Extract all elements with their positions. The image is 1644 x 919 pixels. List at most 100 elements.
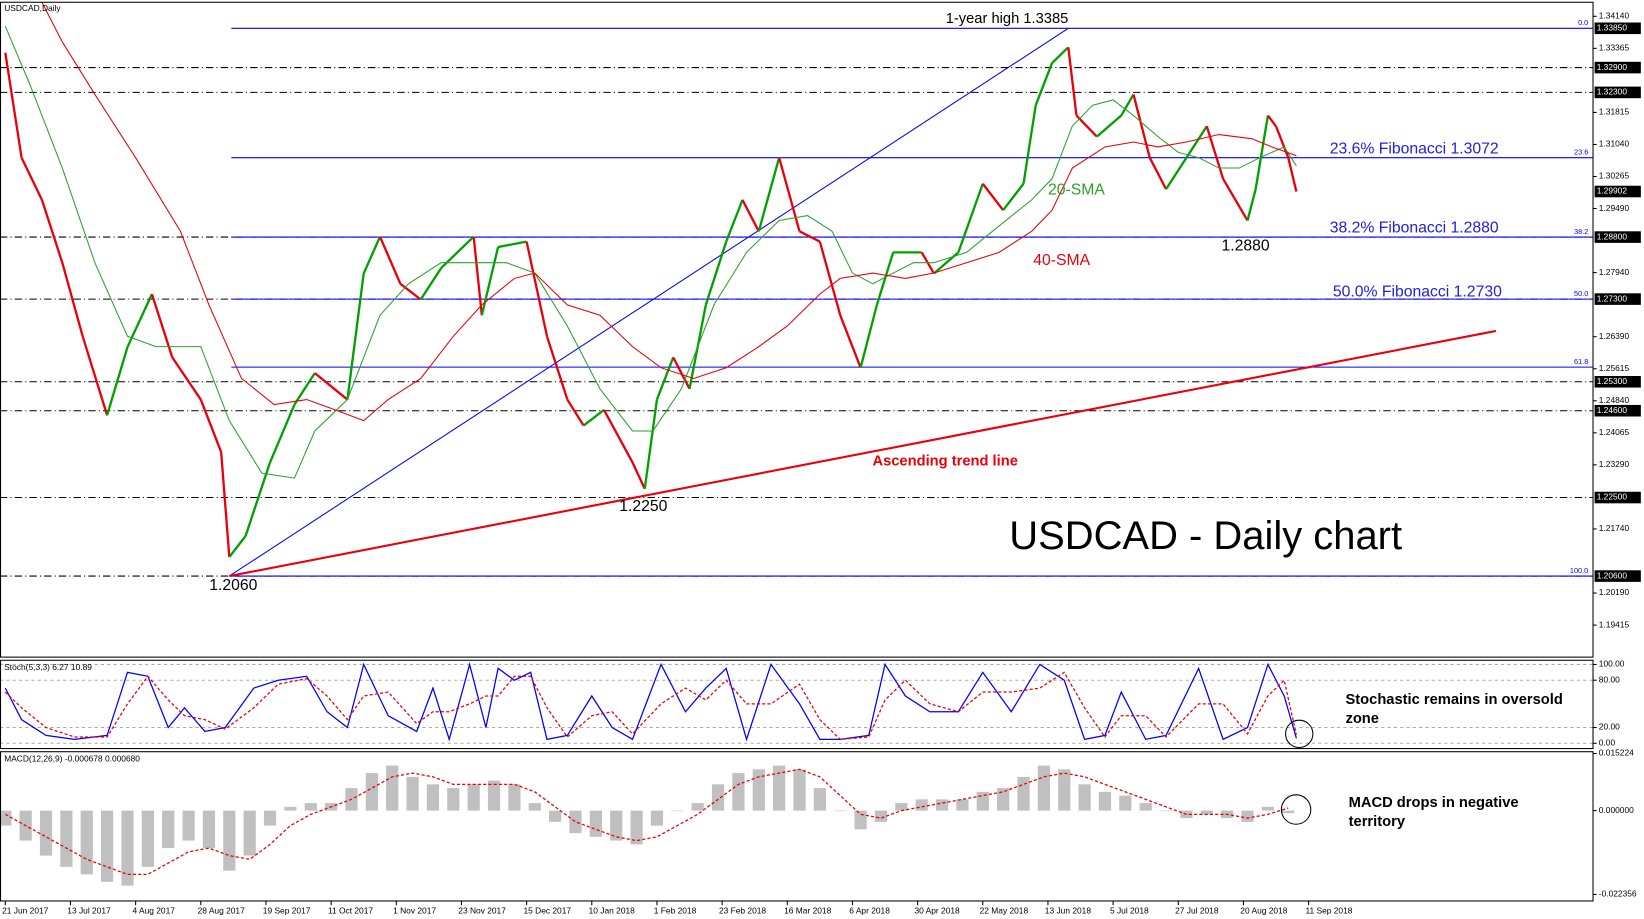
level-label: 1.25300 — [1597, 376, 1628, 386]
price-segment — [228, 535, 247, 558]
trend-line — [229, 329, 1497, 578]
price-segment — [525, 241, 549, 337]
x-tick-label: 23 Nov 2017 — [458, 906, 506, 916]
x-tick-label: 20 Aug 2018 — [1240, 906, 1287, 916]
fib-label: 100.0 — [1570, 566, 1588, 575]
level-label: 1.32900 — [1597, 62, 1628, 72]
price-segment — [40, 199, 64, 264]
level-label-box — [1594, 22, 1641, 35]
macd-bar — [121, 810, 134, 886]
macd-bar — [80, 810, 93, 875]
sma-line — [4, 26, 1297, 479]
macd-bar — [569, 810, 582, 834]
price-segment — [1185, 125, 1208, 159]
macd-bar — [1037, 765, 1050, 811]
y-tick-label: 1.27940 — [1599, 267, 1630, 277]
macd-bar — [528, 803, 541, 811]
macd-bar — [589, 810, 602, 837]
price-segment — [602, 409, 634, 463]
price-segment — [1165, 157, 1188, 190]
price-segment — [399, 282, 422, 301]
price-segment — [126, 293, 153, 348]
macd-bar — [915, 799, 928, 811]
x-tick-label: 4 Aug 2017 — [132, 906, 175, 916]
level-label: 1.28800 — [1597, 231, 1628, 241]
macd-bar — [732, 773, 745, 811]
macd-bar — [141, 810, 154, 867]
series-label: 40-SMA — [1033, 252, 1090, 269]
y-tick-label: 0.00 — [1599, 738, 1616, 748]
macd-bar — [1078, 784, 1091, 811]
price-segment — [1254, 115, 1270, 190]
macd-bar — [793, 769, 806, 811]
price-segment — [1132, 94, 1151, 158]
y-tick-label: 1.26390 — [1599, 331, 1630, 341]
fib-label: 0.0 — [1578, 18, 1588, 27]
price-segment — [778, 157, 801, 232]
macd-bar — [752, 769, 765, 811]
price-segment — [725, 199, 744, 243]
x-tick-label: 23 Feb 2018 — [719, 906, 766, 916]
y-tick-label: 1.20190 — [1599, 587, 1630, 597]
macd-bar — [447, 788, 460, 811]
x-tick-label: 27 Jul 2018 — [1175, 906, 1219, 916]
series-label: 20-SMA — [1048, 182, 1105, 199]
price-segment — [1022, 105, 1037, 184]
macd-bar — [487, 780, 501, 811]
y-tick-label: 80.00 — [1599, 674, 1620, 684]
price-segment — [199, 399, 223, 453]
y-tick-label: 100.00 — [1599, 659, 1625, 669]
highlight-circle — [1280, 794, 1312, 825]
x-tick-label: 1 Feb 2018 — [654, 906, 697, 916]
price-segment — [268, 404, 296, 463]
price-segment — [957, 183, 984, 253]
highlight-circle — [1285, 719, 1314, 749]
x-tick-label: 19 Sep 2017 — [263, 906, 311, 916]
mark-layer — [0, 2, 1497, 886]
macd-bar — [956, 799, 969, 811]
macd-bar — [549, 810, 562, 822]
macd-bar — [223, 810, 236, 871]
price-segment — [631, 461, 646, 490]
price-segment — [1148, 157, 1168, 190]
y-tick-label: 1.23290 — [1599, 459, 1630, 469]
y-tick-label: 1.33365 — [1599, 43, 1630, 53]
macd-bar — [1017, 776, 1030, 811]
price-segment — [4, 52, 23, 158]
stoch-line — [4, 671, 1298, 741]
level-label-box — [1594, 86, 1641, 99]
price-segment — [672, 356, 691, 390]
annotation: 1.2250 — [619, 498, 667, 515]
y-tick-label: 1.25615 — [1599, 363, 1630, 373]
price-segment — [545, 335, 569, 400]
macd-bar — [773, 765, 786, 811]
macd-bar — [650, 810, 664, 826]
level-label-box — [1594, 570, 1641, 582]
macd-bar — [691, 803, 704, 811]
y-tick-label: 1.29490 — [1599, 203, 1630, 213]
level-label-box — [1594, 404, 1641, 417]
macd-bar — [243, 810, 256, 856]
annotation: Stochastic remains in oversold — [1345, 692, 1562, 708]
annotation: 38.2% Fibonacci 1.2880 — [1330, 219, 1499, 236]
stoch-title: Stoch(5,3,3) 6.27 10.89 — [4, 662, 92, 672]
price-segment — [81, 335, 109, 416]
y-tick-label: 1.30265 — [1599, 171, 1630, 181]
price-segment — [497, 240, 527, 249]
annotation: territory — [1349, 814, 1406, 830]
macd-bar — [874, 810, 888, 822]
annotation: MACD drops in negative — [1349, 795, 1519, 811]
level-label: 1.22500 — [1597, 492, 1628, 502]
macd-bar — [406, 776, 419, 811]
macd-bar — [467, 784, 480, 811]
price-segment — [818, 241, 842, 316]
chart-title: USDCAD,Daily — [4, 3, 61, 13]
x-tick-label: 1 Nov 2017 — [393, 906, 436, 916]
x-tick-label: 13 Jul 2017 — [67, 906, 111, 916]
level-label-box — [1594, 185, 1641, 198]
price-segment — [839, 314, 862, 369]
grid-layer — [0, 27, 1593, 744]
price-segment — [378, 236, 402, 285]
signal-line — [4, 768, 1289, 875]
